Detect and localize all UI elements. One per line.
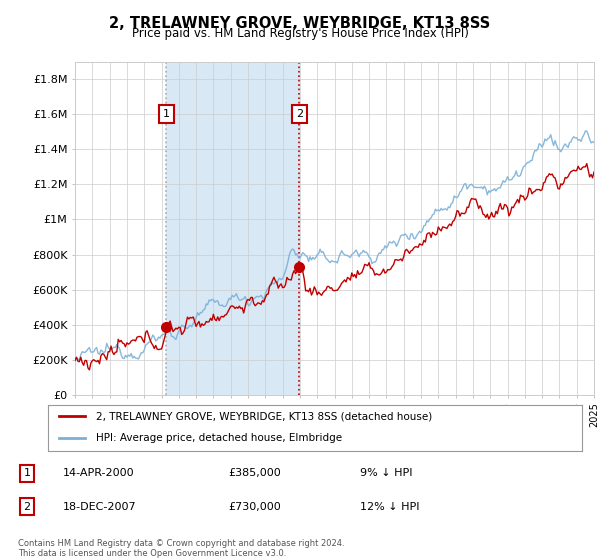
Text: 1: 1 bbox=[163, 109, 170, 119]
Text: £730,000: £730,000 bbox=[228, 502, 281, 512]
Text: 2, TRELAWNEY GROVE, WEYBRIDGE, KT13 8SS: 2, TRELAWNEY GROVE, WEYBRIDGE, KT13 8SS bbox=[109, 16, 491, 31]
Text: £385,000: £385,000 bbox=[228, 468, 281, 478]
Text: 12% ↓ HPI: 12% ↓ HPI bbox=[360, 502, 419, 512]
Text: 2: 2 bbox=[296, 109, 303, 119]
Text: 14-APR-2000: 14-APR-2000 bbox=[63, 468, 134, 478]
Text: 2: 2 bbox=[23, 502, 31, 512]
Text: 1: 1 bbox=[23, 468, 31, 478]
Bar bbox=[166, 62, 299, 395]
Text: HPI: Average price, detached house, Elmbridge: HPI: Average price, detached house, Elmb… bbox=[96, 433, 342, 443]
Text: 2, TRELAWNEY GROVE, WEYBRIDGE, KT13 8SS (detached house): 2, TRELAWNEY GROVE, WEYBRIDGE, KT13 8SS … bbox=[96, 412, 433, 421]
Text: Price paid vs. HM Land Registry's House Price Index (HPI): Price paid vs. HM Land Registry's House … bbox=[131, 27, 469, 40]
Text: 9% ↓ HPI: 9% ↓ HPI bbox=[360, 468, 413, 478]
Text: Contains HM Land Registry data © Crown copyright and database right 2024.
This d: Contains HM Land Registry data © Crown c… bbox=[18, 539, 344, 558]
Text: 18-DEC-2007: 18-DEC-2007 bbox=[63, 502, 137, 512]
